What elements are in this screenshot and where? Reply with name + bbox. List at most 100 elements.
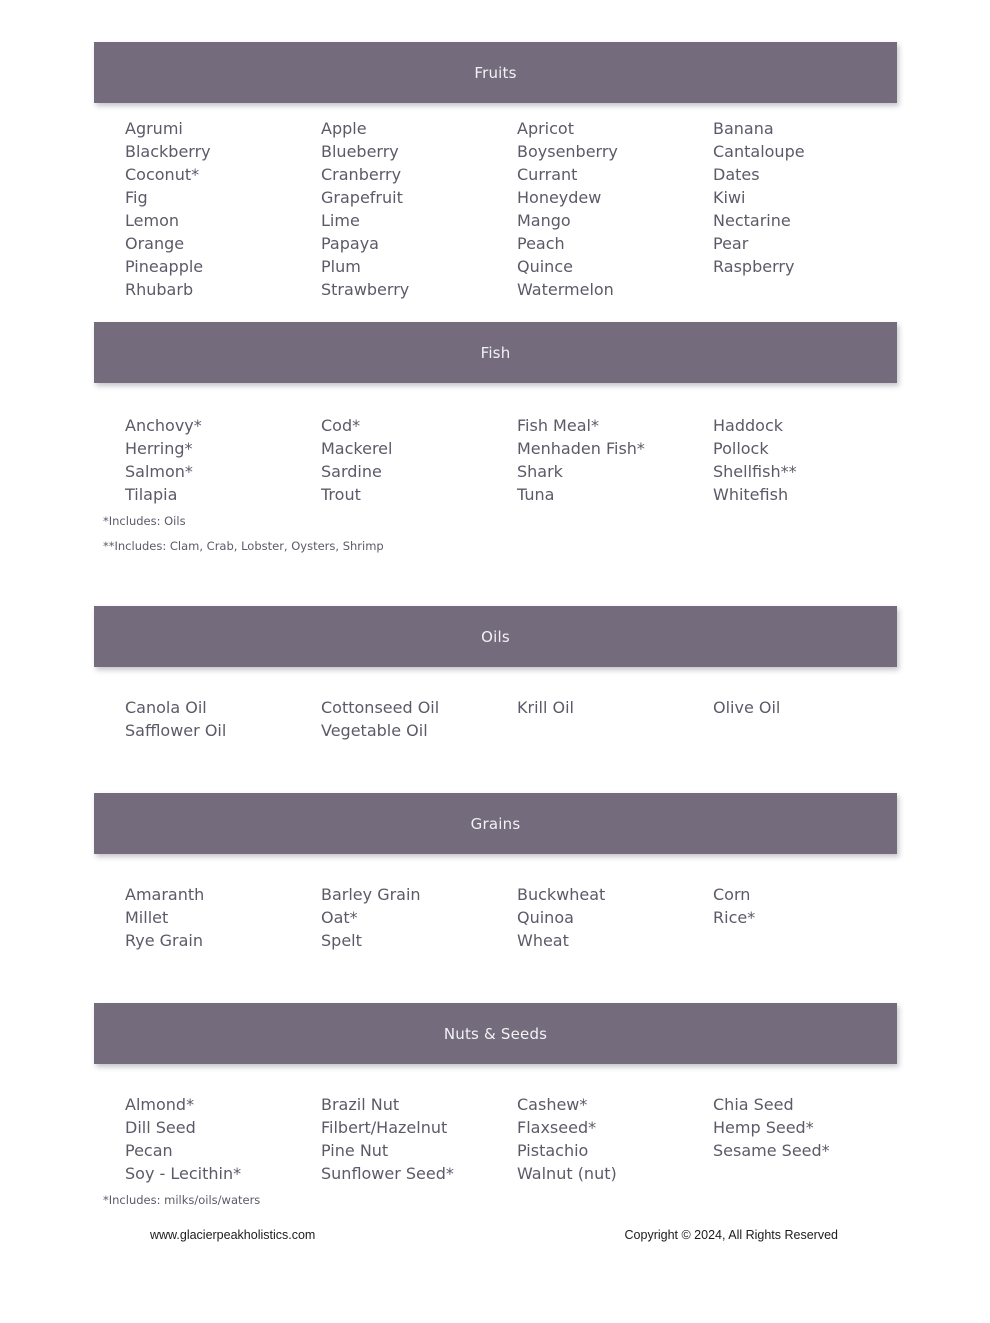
list-item: Quinoa	[517, 908, 574, 927]
website-link[interactable]: www.glacierpeakholistics.com	[150, 1228, 316, 1242]
copyright-text: Copyright © 2024, All Rights Reserved	[624, 1228, 838, 1242]
list-item: Trout	[321, 485, 361, 504]
list-item: Coconut*	[125, 165, 200, 184]
section-list: Fruits Agrumi Blackberry Coconut* Fig Lemon Or…	[94, 42, 897, 1207]
column: Chia Seed Hemp Seed* Sesame Seed*	[713, 1093, 897, 1185]
list-item: Pollock	[713, 439, 769, 458]
list-item: Millet	[125, 908, 169, 927]
list-item: Pecan	[125, 1141, 173, 1160]
footnote: **Includes: Clam, Crab, Lobster, Oysters…	[103, 539, 384, 553]
list-item: Herring*	[125, 439, 193, 458]
list-item: Haddock	[713, 416, 783, 435]
section-header-oils: Oils	[94, 606, 897, 667]
list-item: Plum	[321, 257, 361, 276]
list-item: Spelt	[321, 931, 362, 950]
column: Fish Meal* Menhaden Fish* Shark Tuna	[517, 414, 713, 506]
list-item: Blackberry	[125, 142, 211, 161]
list-item: Rye Grain	[125, 931, 204, 950]
section-header-nuts-seeds: Nuts & Seeds	[94, 1003, 897, 1064]
list-item: Walnut (nut)	[517, 1164, 617, 1183]
food-list-page: { "colors": { "header_bar": "#746c7c", "…	[0, 42, 990, 1323]
column: Apricot Boysenberry Currant Honeydew Mango Pe…	[517, 117, 713, 301]
list-item: Tuna	[517, 485, 555, 504]
list-item: Flaxseed*	[517, 1118, 597, 1137]
list-item: Sunflower Seed*	[321, 1164, 454, 1183]
list-item: Cashew*	[517, 1095, 588, 1114]
list-item: Canola Oil	[125, 698, 207, 717]
list-item: Oat*	[321, 908, 358, 927]
footnote: *Includes: milks/oils/waters	[103, 1193, 261, 1207]
list-item: Rice*	[713, 908, 756, 927]
section-header-fish: Fish	[94, 322, 897, 383]
list-item: Salmon*	[125, 462, 193, 481]
list-item: Whitefish	[713, 485, 789, 504]
column: Corn Rice*	[713, 883, 897, 952]
list-item: Soy - Lecithin*	[125, 1164, 242, 1183]
list-item: Fig	[125, 188, 148, 207]
list-item: Filbert/Hazelnut	[321, 1118, 448, 1137]
list-item: Almond*	[125, 1095, 195, 1114]
footnotes: *Includes: milks/oils/waters	[103, 1193, 897, 1207]
column: Almond* Dill Seed Pecan Soy - Lecithin*	[125, 1093, 321, 1185]
list-item: Cod*	[321, 416, 361, 435]
column: Apple Blueberry Cranberry Grapefruit Lime Pap…	[321, 117, 517, 301]
list-item: Boysenberry	[517, 142, 618, 161]
list-item: Peach	[517, 234, 565, 253]
list-item: Barley Grain	[321, 885, 421, 904]
list-item: Agrumi	[125, 119, 183, 138]
list-item: Dates	[713, 165, 760, 184]
column: Cottonseed Oil Vegetable Oil	[321, 696, 517, 742]
column: Anchovy* Herring* Salmon* Tilapia	[125, 414, 321, 506]
footnote: *Includes: Oils	[103, 514, 186, 528]
list-item: Blueberry	[321, 142, 399, 161]
list-item: Rhubarb	[125, 280, 194, 299]
list-item: Hemp Seed*	[713, 1118, 814, 1137]
list-item: Sesame Seed*	[713, 1141, 830, 1160]
section-header-fruits: Fruits	[94, 42, 897, 103]
list-item: Pineapple	[125, 257, 204, 276]
list-item: Chia Seed	[713, 1095, 794, 1114]
column: Banana Cantaloupe Dates Kiwi Nectarine Pear Ra…	[713, 117, 897, 301]
section-title: Fruits	[474, 63, 517, 82]
list-item: Lemon	[125, 211, 179, 230]
section-grains: Grains Amaranth Millet Rye Grain Barley Grai…	[94, 793, 897, 952]
list-item: Safflower Oil	[125, 721, 227, 740]
column: Cod* Mackerel Sardine Trout	[321, 414, 517, 506]
list-item: Tilapia	[125, 485, 178, 504]
list-item: Kiwi	[713, 188, 746, 207]
list-item: Mackerel	[321, 439, 393, 458]
section-columns: Almond* Dill Seed Pecan Soy - Lecithin* Braz…	[94, 1064, 897, 1185]
column: Cashew* Flaxseed* Pistachio Walnut (nut)	[517, 1093, 713, 1185]
footnotes: *Includes: Oils **Includes: Clam, Crab, L…	[103, 514, 897, 553]
list-item: Papaya	[321, 234, 379, 253]
column: Canola Oil Safflower Oil	[125, 696, 321, 742]
list-item: Shellfish**	[713, 462, 797, 481]
list-item: Corn	[713, 885, 751, 904]
section-columns: Anchovy* Herring* Salmon* Tilapia Cod* Macker…	[94, 383, 897, 506]
list-item: Shark	[517, 462, 563, 481]
list-item: Quince	[517, 257, 573, 276]
list-item: Banana	[713, 119, 774, 138]
list-item: Lime	[321, 211, 360, 230]
list-item: Raspberry	[713, 257, 795, 276]
column: Amaranth Millet Rye Grain	[125, 883, 321, 952]
list-item: Brazil Nut	[321, 1095, 400, 1114]
list-item: Pear	[713, 234, 749, 253]
section-fish: Fish Anchovy* Herring* Salmon* Tilapia Cod* Ma…	[94, 322, 897, 553]
list-item: Apple	[321, 119, 367, 138]
list-item: Cantaloupe	[713, 142, 805, 161]
column: Buckwheat Quinoa Wheat	[517, 883, 713, 952]
list-item: Nectarine	[713, 211, 791, 230]
list-item: Krill Oil	[517, 698, 574, 717]
section-title: Fish	[480, 343, 511, 362]
list-item: Menhaden Fish*	[517, 439, 645, 458]
list-item: Anchovy*	[125, 416, 202, 435]
list-item: Cranberry	[321, 165, 402, 184]
list-item: Mango	[517, 211, 571, 230]
section-title: Oils	[481, 627, 510, 646]
list-item: Vegetable Oil	[321, 721, 428, 740]
section-columns: Canola Oil Safflower Oil Cottonseed Oil Veg…	[94, 667, 897, 742]
section-columns: Amaranth Millet Rye Grain Barley Grain Oat* S…	[94, 854, 897, 952]
section-nuts-seeds: Nuts & Seeds Almond* Dill Seed Pecan Soy - L…	[94, 1003, 897, 1207]
column: Barley Grain Oat* Spelt	[321, 883, 517, 952]
